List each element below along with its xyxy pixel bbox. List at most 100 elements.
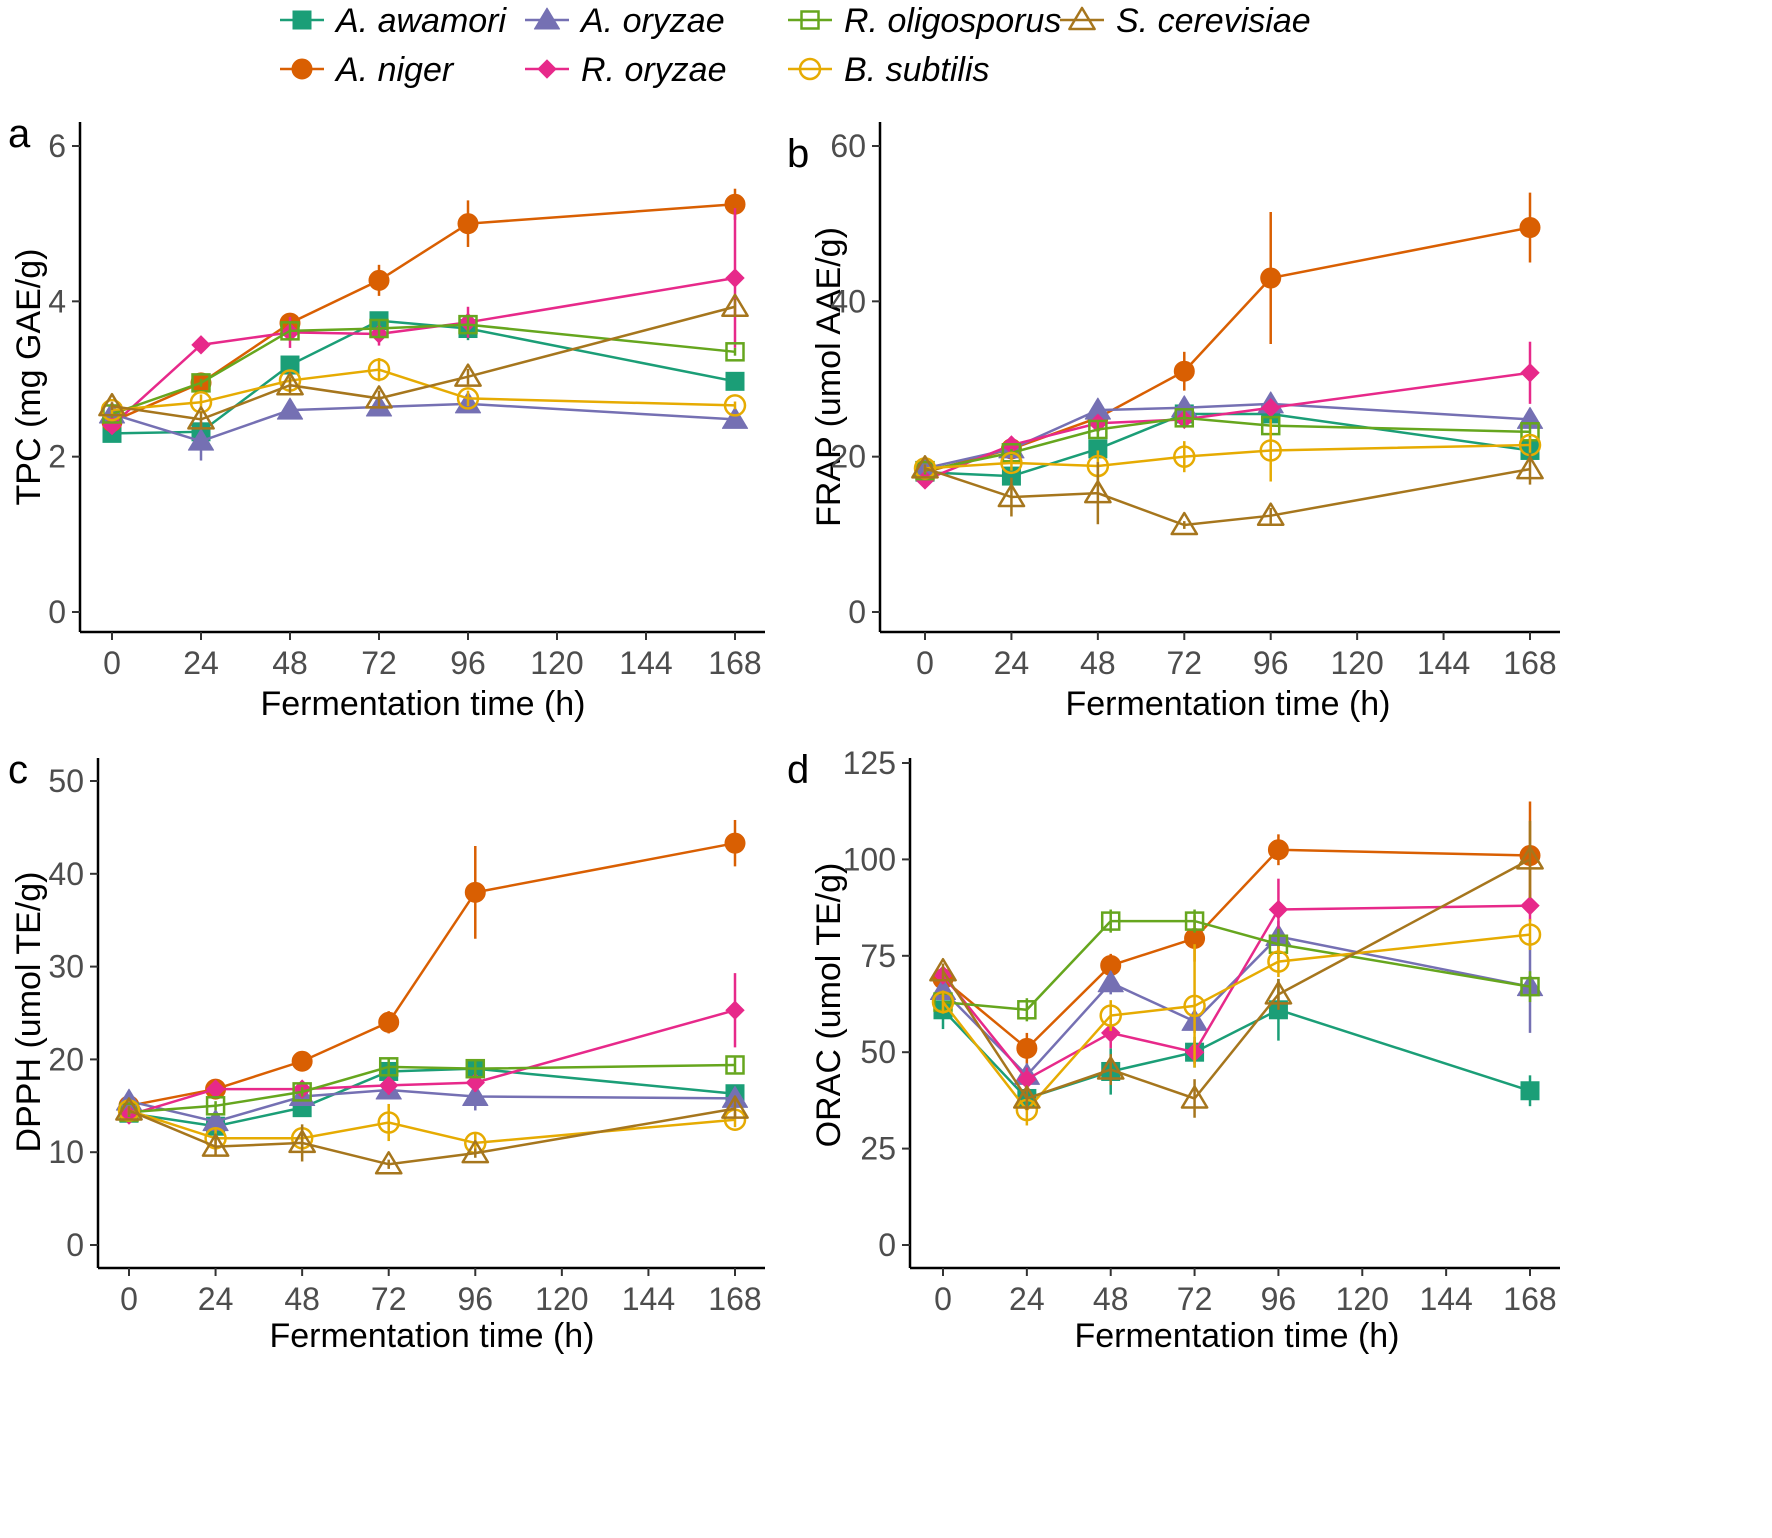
data-point [721,406,749,429]
data-point [377,1111,400,1134]
panel-letter: d [787,748,809,792]
y-tick-label: 0 [48,594,66,630]
data-point [288,1129,316,1154]
data-point [454,363,482,387]
legend-label-a-awamori: A. awamori [334,2,507,40]
legend-item-s-cerevisiae: S. cerevisiae [1060,2,1311,40]
series-line [128,1067,736,1128]
x-tick-label: 0 [916,645,934,681]
data-point [1518,923,1542,946]
data-point [724,832,746,854]
y-tick-label: 50 [860,1034,896,1070]
legend-marker [533,7,561,30]
data-point [1173,445,1196,468]
data-point [374,1151,403,1175]
series-s-cerevisiae [911,453,1544,536]
legend-marker [800,10,820,30]
x-tick-label: 72 [1177,1281,1213,1317]
data-point [191,335,211,355]
series-line [128,1109,736,1145]
data-point [292,1082,312,1102]
data-point [1268,899,1289,920]
series-line [924,467,1531,527]
x-axis-title: Fermentation time (h) [261,685,586,723]
series-s-cerevisiae [115,1095,749,1175]
data-point [1520,895,1540,916]
x-tick-label: 24 [183,645,219,681]
data-point [1264,981,1293,1005]
data-point [1516,455,1544,480]
data-point [456,387,480,410]
legend-item-a-oryzae: A. oryzae [525,2,725,40]
data-point [1101,1023,1121,1043]
x-tick-label: 24 [994,645,1030,681]
series-line [128,1107,736,1166]
x-tick-label: 144 [622,1281,675,1317]
x-tick-label: 120 [535,1281,588,1317]
y-tick-label: 10 [48,1134,84,1170]
data-point [1174,408,1195,428]
x-tick-label: 96 [1253,645,1289,681]
legend-swatch-r-oligosporus [788,10,832,30]
series-line [942,1008,1531,1100]
data-point [1173,360,1195,382]
data-point [721,1095,749,1119]
series-a-oryzae [929,921,1544,1087]
series-line [942,919,1531,1012]
y-tick-label: 4 [48,283,66,319]
legend-label-a-oryzae: A. oryzae [579,2,725,40]
legend-label-r-oligosporus: R. oligosporus [844,2,1061,40]
data-point [931,990,955,1014]
series-line [111,402,736,443]
series-line [924,412,1531,478]
series-line [111,368,736,412]
legend-item-r-oligosporus: R. oligosporus [788,2,1061,40]
data-point [276,397,304,420]
axes: 0 10 20 30 40 50 0 24 48 72 96 120 144 168 [48,758,765,1317]
series-line [942,848,1531,1051]
data-point [929,957,957,982]
data-point [187,406,215,430]
series-line [924,371,1531,482]
data-point [457,213,479,235]
data-point [368,269,390,291]
x-tick-label: 48 [272,645,308,681]
data-point [187,428,215,451]
x-tick-label: 96 [1261,1281,1297,1317]
data-point [725,371,745,391]
legend-swatch-s-cerevisiae [1060,6,1104,31]
series-line [924,226,1531,474]
data-point [1099,1004,1122,1027]
y-tick-label: 40 [48,856,84,892]
data-point [1520,976,1540,997]
y-tick-label: 75 [860,938,896,974]
x-tick-label: 24 [198,1281,234,1317]
y-axis-title: TPC (mg GAE/g) [10,249,48,506]
y-tick-label: 125 [843,745,896,781]
legend-label-b-subtilis: B. subtilis [844,51,990,89]
data-point [465,1058,486,1079]
data-point [1013,1085,1041,1109]
x-tick-label: 120 [530,645,583,681]
panel-letter: c [8,748,28,792]
y-tick-label: 40 [830,283,866,319]
data-point [1084,479,1112,504]
data-point [205,1096,226,1116]
series-line [111,319,736,435]
legend-label-a-niger: A. niger [334,51,455,89]
data-point [378,1057,399,1077]
legend-swatch-a-oryzae [525,7,569,30]
y-tick-label: 0 [878,1227,896,1263]
series-line [942,933,1531,1112]
panel-c: c DPPH (umol TE/g) Fermentation time (h)… [8,748,765,1355]
data-point [1097,970,1124,993]
data-point [461,1139,490,1164]
legend-swatch-r-oryzae [525,59,569,79]
legend-marker [1068,6,1096,31]
x-tick-label: 0 [934,1281,952,1317]
x-tick-label: 144 [1417,645,1470,681]
x-tick-label: 144 [619,645,672,681]
data-point [1184,911,1205,931]
data-point [1267,950,1290,973]
